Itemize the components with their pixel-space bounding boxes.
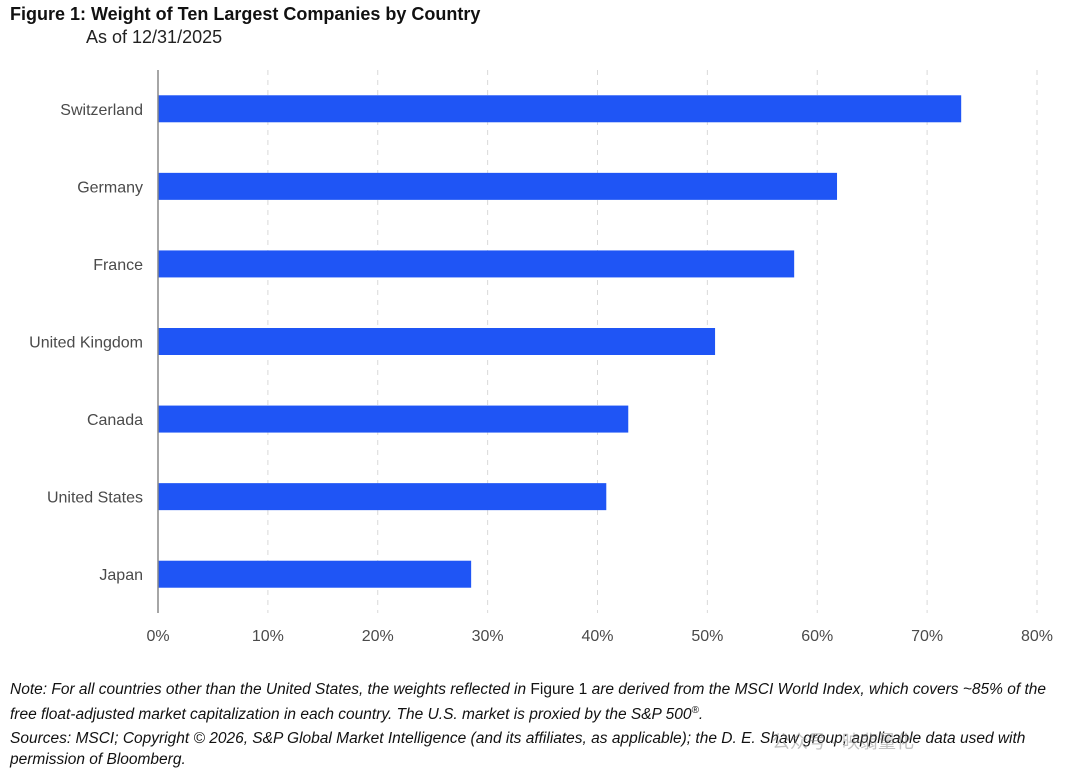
x-tick-label: 50%: [691, 628, 723, 645]
bar-united-kingdom: [158, 328, 716, 355]
chart-title: Figure 1: Weight of Ten Largest Companie…: [10, 4, 481, 24]
x-tick-label: 30%: [472, 628, 504, 645]
x-tick-label: 10%: [252, 628, 284, 645]
bar-united-states: [158, 483, 607, 511]
bar-chart: Switzerland Germany France United Kingdom Ca…: [29, 70, 1053, 645]
note-figure-ref: Figure 1: [530, 681, 588, 698]
chart-note: Note: For all countries other than the U…: [10, 679, 1070, 725]
bar-japan: [158, 560, 472, 588]
chart-subtitle: As of 12/31/2025: [86, 27, 223, 47]
category-label: France: [93, 257, 143, 274]
category-label: Canada: [87, 412, 143, 429]
bar-germany: [158, 172, 838, 200]
x-tick-label: 0%: [146, 628, 169, 645]
category-label: United Kingdom: [29, 335, 143, 352]
category-label: Japan: [99, 567, 143, 584]
bar-france: [158, 250, 795, 278]
bar-switzerland: [158, 95, 962, 123]
chart-sources: Sources: MSCI; Copyright © 2026, S&P Glo…: [10, 730, 1026, 768]
x-tick-label: 20%: [362, 628, 394, 645]
x-tick-label: 40%: [581, 628, 613, 645]
category-label: Germany: [77, 179, 143, 196]
category-label: United States: [47, 490, 143, 507]
bar-canada: [158, 405, 629, 433]
category-label: Switzerland: [60, 102, 143, 119]
note-text-1: Note: For all countries other than the U…: [10, 681, 531, 698]
x-tick-label: 80%: [1021, 628, 1053, 645]
x-tick-label: 60%: [801, 628, 833, 645]
note-text-end: .: [698, 706, 704, 724]
x-tick-label: 70%: [911, 628, 943, 645]
note-text-2: are derived from the MSCI World Index, w…: [10, 681, 1047, 724]
registered-mark: ®: [691, 705, 699, 716]
